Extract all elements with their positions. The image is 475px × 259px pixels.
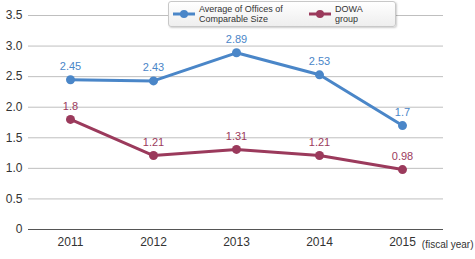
svg-text:2.89: 2.89 (226, 33, 247, 45)
svg-text:2.5: 2.5 (6, 69, 23, 83)
svg-text:2.53: 2.53 (309, 55, 330, 67)
svg-text:2015: 2015 (389, 235, 416, 249)
html-text:Average of Offices of Comparab: Average of Offices of Comparable Size (199, 4, 283, 24)
svg-text:3.0: 3.0 (6, 39, 23, 53)
svg-text:0.5: 0.5 (6, 192, 23, 206)
svg-text:1.21: 1.21 (309, 136, 330, 148)
svg-text:2012: 2012 (140, 235, 167, 249)
svg-text:1.0: 1.0 (6, 161, 23, 175)
svg-text:1.8: 1.8 (63, 100, 78, 112)
svg-text:2.0: 2.0 (6, 100, 23, 114)
svg-text:3.5: 3.5 (6, 8, 23, 22)
svg-text:1.7: 1.7 (395, 106, 410, 118)
svg-text:2011: 2011 (58, 235, 84, 249)
svg-text:(fiscal year): (fiscal year) (422, 239, 474, 250)
svg-text:2.45: 2.45 (60, 60, 81, 72)
svg-text:0: 0 (16, 222, 23, 236)
html-text:DOWA group: DOWA group (335, 4, 363, 24)
svg-text:0.98: 0.98 (392, 150, 413, 162)
svg-text:2013: 2013 (223, 235, 250, 249)
svg-text:1.21: 1.21 (143, 136, 164, 148)
svg-text:1.31: 1.31 (226, 130, 247, 142)
svg-text:2.43: 2.43 (143, 61, 164, 73)
svg-text:2014: 2014 (306, 235, 333, 249)
svg-text:1.5: 1.5 (6, 131, 23, 145)
